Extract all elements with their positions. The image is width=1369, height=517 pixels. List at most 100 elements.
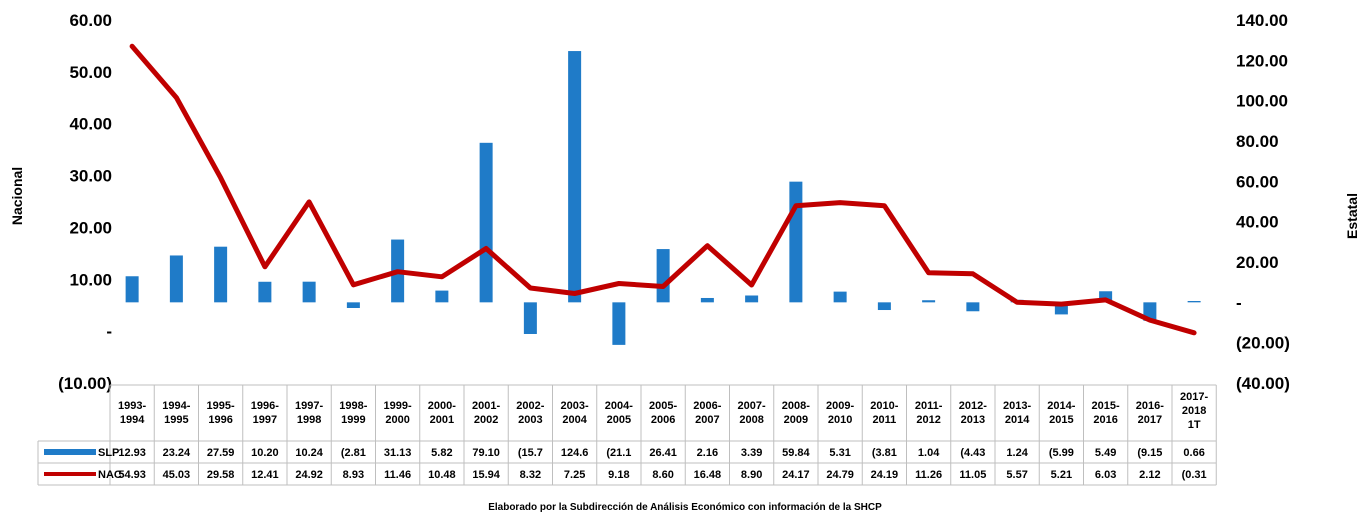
slp-bar xyxy=(568,51,582,303)
slp-bar xyxy=(833,291,847,303)
category-label: 2008- 2009 xyxy=(782,400,810,426)
category-label-line: 2014 xyxy=(1005,414,1030,426)
slp-value: (5.99 xyxy=(1049,447,1074,459)
category-label-line: 2015- xyxy=(1092,400,1120,412)
category-label-line: 2011- xyxy=(915,400,943,412)
category-label-line: 2005- xyxy=(649,400,677,412)
slp-value: 5.49 xyxy=(1095,447,1116,459)
category-label-line: 2003 xyxy=(518,414,542,426)
nac-point xyxy=(1149,319,1151,321)
category-label-line: 1993- xyxy=(118,400,146,412)
slp-value: 12.93 xyxy=(118,447,146,459)
right-tick-label: 140.00 xyxy=(1236,11,1288,30)
left-axis-ticks: 60.00 50.00 40.00 30.00 20.00 10.00 - (10.00) xyxy=(58,11,112,393)
right-tick-label: 120.00 xyxy=(1236,51,1288,70)
slp-bar xyxy=(1099,291,1113,303)
nac-point xyxy=(839,202,841,204)
nac-point xyxy=(175,97,177,99)
category-label-line: 2017 xyxy=(1138,414,1162,426)
right-tick-label: 60.00 xyxy=(1236,172,1279,191)
slp-bar xyxy=(523,302,537,334)
category-label-line: 2007 xyxy=(695,414,719,426)
category-label: 2013- 2014 xyxy=(1003,400,1031,426)
nac-value: 11.05 xyxy=(959,469,986,481)
category-label-line: 1996 xyxy=(208,414,232,426)
slp-value: (15.7 xyxy=(518,447,543,459)
category-label: 1993- 1994 xyxy=(118,400,146,426)
category-label: 2015- 2016 xyxy=(1092,400,1120,426)
category-label: 2006- 2007 xyxy=(693,400,721,426)
slp-value: 1.04 xyxy=(918,447,940,459)
slp-value: 27.59 xyxy=(207,447,235,459)
category-label: 2003- 2004 xyxy=(561,400,589,426)
slp-bar xyxy=(479,142,493,303)
category-label-line: 2001- xyxy=(472,400,500,412)
nac-value: 24.17 xyxy=(782,469,810,481)
nac-point xyxy=(485,247,487,249)
nac-point xyxy=(131,45,133,47)
slp-bar xyxy=(612,302,626,345)
nac-value: 8.93 xyxy=(343,469,364,481)
slp-bar xyxy=(966,302,980,312)
nac-line xyxy=(129,43,1197,336)
nac-point xyxy=(1016,301,1018,303)
nac-value: 9.18 xyxy=(608,469,629,481)
slp-legend-key xyxy=(44,449,96,455)
nac-value: 5.57 xyxy=(1006,469,1027,481)
slp-value: 10.24 xyxy=(295,447,323,459)
nac-value: (0.31 xyxy=(1182,469,1207,481)
category-label: 1995- 1996 xyxy=(207,400,235,426)
right-tick-label: 80.00 xyxy=(1236,132,1279,151)
slp-value: 2.16 xyxy=(697,447,718,459)
nac-value: 45.03 xyxy=(163,469,191,481)
nac-point xyxy=(751,284,753,286)
category-label-line: 2003- xyxy=(561,400,589,412)
category-label-line: 2015 xyxy=(1049,414,1073,426)
category-label-line: 2004- xyxy=(605,400,633,412)
slp-value: (21.1 xyxy=(606,447,631,459)
category-label: 1996- 1997 xyxy=(251,400,279,426)
nac-value: 11.46 xyxy=(384,469,411,481)
slp-bar xyxy=(789,181,803,303)
category-label-line: 2000- xyxy=(428,400,456,412)
category-label: 2010- 2011 xyxy=(870,400,898,426)
category-label: 1994- 1995 xyxy=(162,400,190,426)
category-label: 2012- 2013 xyxy=(959,400,987,426)
source-note: Elaborado por la Subdirección de Análisi… xyxy=(488,502,882,513)
right-tick-label: 20.00 xyxy=(1236,253,1279,272)
right-tick-label: - xyxy=(1236,293,1242,312)
nac-point xyxy=(795,205,797,207)
nac-point xyxy=(1060,303,1062,305)
category-label: 2001- 2002 xyxy=(472,400,500,426)
category-label-line: 2018 xyxy=(1182,405,1206,417)
category-label-line: 2008- xyxy=(782,400,810,412)
slp-value: 26.41 xyxy=(649,447,677,459)
nac-value: 8.32 xyxy=(520,469,541,481)
nac-value: 8.60 xyxy=(652,469,673,481)
category-label-line: 2012 xyxy=(916,414,940,426)
slp-bar xyxy=(258,281,272,303)
slp-value: (9.15 xyxy=(1137,447,1162,459)
slp-bar xyxy=(435,290,449,303)
category-label-line: 2009 xyxy=(784,414,808,426)
category-label-line: 2004 xyxy=(562,414,587,426)
category-label-line: 2002- xyxy=(516,400,544,412)
nac-value: 7.25 xyxy=(564,469,585,481)
nac-point xyxy=(1193,332,1195,334)
slp-value: 1.24 xyxy=(1006,447,1028,459)
nac-point xyxy=(972,273,974,275)
right-axis-title: Estatal xyxy=(1344,193,1360,239)
category-label-line: 2002 xyxy=(474,414,498,426)
left-tick-label: 10.00 xyxy=(69,270,112,289)
nac-point xyxy=(883,205,885,207)
nac-value: 8.90 xyxy=(741,469,762,481)
nac-point xyxy=(928,272,930,274)
right-tick-label: (40.00) xyxy=(1236,374,1290,393)
category-label-line: 1995 xyxy=(164,414,188,426)
category-label-line: 1999- xyxy=(384,400,412,412)
right-axis-ticks: 140.00 120.00 100.00 80.00 60.00 40.00 20.00 - (… xyxy=(1236,11,1290,393)
category-label: 1998- 1999 xyxy=(339,400,367,426)
nac-value: 24.19 xyxy=(871,469,899,481)
slp-bar xyxy=(922,300,936,303)
category-label-line: 2005 xyxy=(607,414,631,426)
